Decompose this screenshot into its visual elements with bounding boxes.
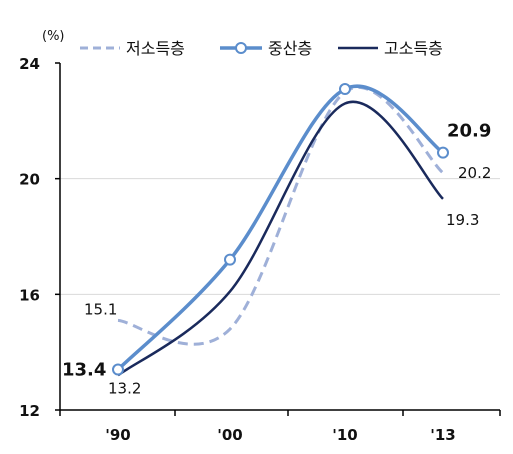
data-point-marker xyxy=(224,253,236,266)
series-line-저소득층 xyxy=(117,86,445,346)
y-tick-label: 24 xyxy=(19,55,40,73)
legend-label-고소득층: 고소득층 xyxy=(384,39,443,58)
x-tick-label: '00 xyxy=(217,426,242,444)
y-tick-label: 16 xyxy=(19,286,40,304)
legend-label-중산층: 중산층 xyxy=(268,39,312,58)
data-label-start-고소득층: 13.2 xyxy=(108,379,141,397)
data-point-marker xyxy=(112,363,124,376)
data-label-end-중산층: 20.9 xyxy=(447,121,491,142)
x-tick-label: '13 xyxy=(430,426,455,444)
y-tick-label: 20 xyxy=(19,171,40,189)
data-point-marker xyxy=(339,83,351,96)
legend-marker-중산층 xyxy=(235,42,247,54)
unit-label: (%) xyxy=(42,29,65,44)
series-line-중산층 xyxy=(116,84,445,371)
series-line-고소득층 xyxy=(117,100,444,377)
data-label-end-저소득층: 20.2 xyxy=(458,164,491,182)
data-point-marker xyxy=(437,146,449,159)
x-tick-label: '10 xyxy=(332,426,357,444)
y-tick-label: 12 xyxy=(19,402,40,420)
x-tick-label: '90 xyxy=(105,426,130,444)
legend-label-저소득층: 저소득층 xyxy=(126,39,185,58)
data-label-end-고소득층: 19.3 xyxy=(446,211,479,229)
data-label-start-저소득층: 15.1 xyxy=(84,300,117,318)
data-label-start-중산층: 13.4 xyxy=(62,360,106,381)
